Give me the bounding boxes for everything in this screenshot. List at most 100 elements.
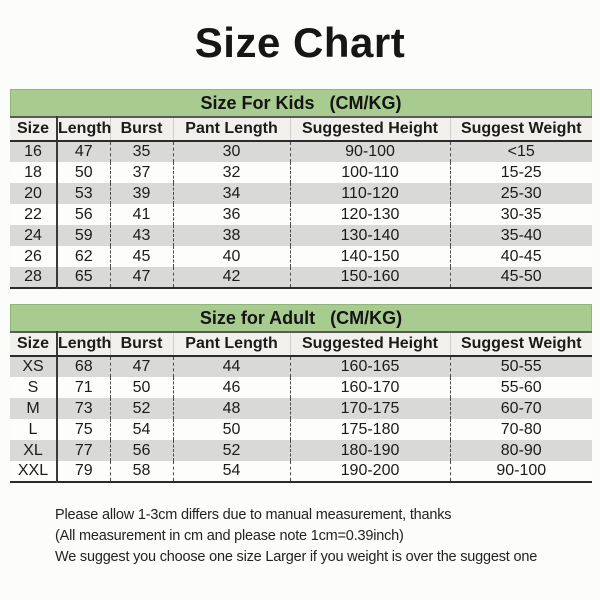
content: Size For Kids (CM/KG) Size Length Burst Pan…	[10, 89, 592, 568]
column-header: Length	[57, 331, 111, 357]
table-cell: 25-30	[450, 183, 592, 204]
table-cell: 50	[57, 162, 111, 183]
column-header: Pant Length	[173, 331, 291, 357]
table-cell: 60-70	[450, 398, 592, 419]
size-chart-page: Size Chart Size For Kids (CM/KG) Size Len…	[0, 20, 600, 600]
adult-banner: Size for Adult (CM/KG)	[10, 304, 592, 331]
column-header: Pant Length	[173, 116, 291, 142]
table-cell: 32	[173, 162, 291, 183]
table-row: XL 77 56 52 180-190 80-90	[10, 440, 592, 461]
measurement-notes: Please allow 1-3cm differs due to manual…	[55, 505, 592, 568]
note-line-3: We suggest you choose one size Larger if…	[55, 549, 538, 565]
table-cell: 16	[10, 141, 58, 162]
column-header: Burst	[110, 116, 174, 142]
table-row: 26 62 45 40 140-150 40-45	[10, 246, 592, 267]
table-cell: 77	[57, 440, 111, 461]
table-cell: 56	[57, 204, 111, 225]
table-cell: 37	[110, 162, 174, 183]
table-cell: 36	[173, 204, 291, 225]
table-cell: 47	[110, 356, 174, 377]
table-cell: 100-110	[290, 162, 451, 183]
header-row: Size Length Burst Pant Length Suggested Heig…	[10, 331, 592, 357]
column-header: Length	[57, 116, 111, 142]
table-cell: 50	[173, 419, 291, 440]
table-row: 20 53 39 34 110-120 25-30	[10, 183, 592, 204]
kids-table-body: 16 47 35 30 90-100 <15 18 50 37 32 100-110 15-25 20 5…	[10, 141, 592, 288]
table-row: L 75 54 50 175-180 70-80	[10, 419, 592, 440]
table-cell: XXL	[10, 461, 58, 482]
table-cell: 28	[10, 267, 58, 288]
table-cell: 68	[57, 356, 111, 377]
table-row: XS 68 47 44 160-165 50-55	[10, 356, 592, 377]
column-header: Burst	[110, 331, 174, 357]
table-cell: 22	[10, 204, 58, 225]
table-cell: 58	[110, 461, 174, 482]
table-cell: M	[10, 398, 58, 419]
table-cell: 170-175	[290, 398, 451, 419]
table-cell: 180-190	[290, 440, 451, 461]
table-cell: 48	[173, 398, 291, 419]
table-cell: 54	[110, 419, 174, 440]
table-cell: 41	[110, 204, 174, 225]
page-title: Size Chart	[194, 19, 406, 66]
column-header: Suggested Height	[290, 116, 451, 142]
table-cell: 50-55	[450, 356, 592, 377]
table-cell: 39	[110, 183, 174, 204]
table-cell: 30	[173, 141, 291, 162]
column-header: Size	[10, 116, 58, 142]
table-cell: 73	[57, 398, 111, 419]
column-header: Suggest Weight	[450, 116, 592, 142]
table-cell: XL	[10, 440, 58, 461]
table-cell: 175-180	[290, 419, 451, 440]
table-cell: 110-120	[290, 183, 451, 204]
table-cell: 90-100	[290, 141, 451, 162]
table-cell: 90-100	[450, 461, 592, 482]
note-line-2: (All measurement in cm and please note 1…	[55, 528, 404, 544]
table-cell: 30-35	[450, 204, 592, 225]
table-cell: 26	[10, 246, 58, 267]
table-cell: XS	[10, 356, 58, 377]
table-row: XXL 79 58 54 190-200 90-100	[10, 461, 592, 482]
table-cell: 42	[173, 267, 291, 288]
kids-banner: Size For Kids (CM/KG)	[10, 89, 592, 116]
table-cell: 45-50	[450, 267, 592, 288]
adult-size-table: Size Length Burst Pant Length Suggested Heig…	[10, 331, 592, 483]
table-cell: 75	[57, 419, 111, 440]
column-header: Suggested Height	[290, 331, 451, 357]
table-cell: 38	[173, 225, 291, 246]
table-cell: 79	[57, 461, 111, 482]
table-cell: 55-60	[450, 377, 592, 398]
table-cell: 80-90	[450, 440, 592, 461]
table-cell: 62	[57, 246, 111, 267]
table-cell: 160-165	[290, 356, 451, 377]
adult-table-header: Size Length Burst Pant Length Suggested Heig…	[10, 331, 592, 357]
table-cell: 43	[110, 225, 174, 246]
kids-size-table: Size Length Burst Pant Length Suggested Heig…	[10, 116, 592, 289]
header-row: Size Length Burst Pant Length Suggested Heig…	[10, 116, 592, 142]
table-cell: 35-40	[450, 225, 592, 246]
table-cell: 47	[110, 267, 174, 288]
table-cell: 47	[57, 141, 111, 162]
table-cell: 50	[110, 377, 174, 398]
table-cell: 20	[10, 183, 58, 204]
table-cell: 56	[110, 440, 174, 461]
table-cell: 71	[57, 377, 111, 398]
adult-section: Size for Adult (CM/KG) Size Length Burst Pa…	[10, 304, 592, 483]
table-cell: 44	[173, 356, 291, 377]
table-cell: 160-170	[290, 377, 451, 398]
table-cell: 35	[110, 141, 174, 162]
column-header: Size	[10, 331, 58, 357]
table-cell: 52	[173, 440, 291, 461]
table-cell: 150-160	[290, 267, 451, 288]
table-row: 24 59 43 38 130-140 35-40	[10, 225, 592, 246]
table-cell: 190-200	[290, 461, 451, 482]
table-cell: 46	[173, 377, 291, 398]
table-cell: 70-80	[450, 419, 592, 440]
adult-table-body: XS 68 47 44 160-165 50-55 S 71 50 46 160-170 55-60 M…	[10, 356, 592, 482]
table-row: 22 56 41 36 120-130 30-35	[10, 204, 592, 225]
table-cell: L	[10, 419, 58, 440]
table-cell: 52	[110, 398, 174, 419]
table-cell: 59	[57, 225, 111, 246]
kids-table-header: Size Length Burst Pant Length Suggested Heig…	[10, 116, 592, 142]
table-cell: 53	[57, 183, 111, 204]
